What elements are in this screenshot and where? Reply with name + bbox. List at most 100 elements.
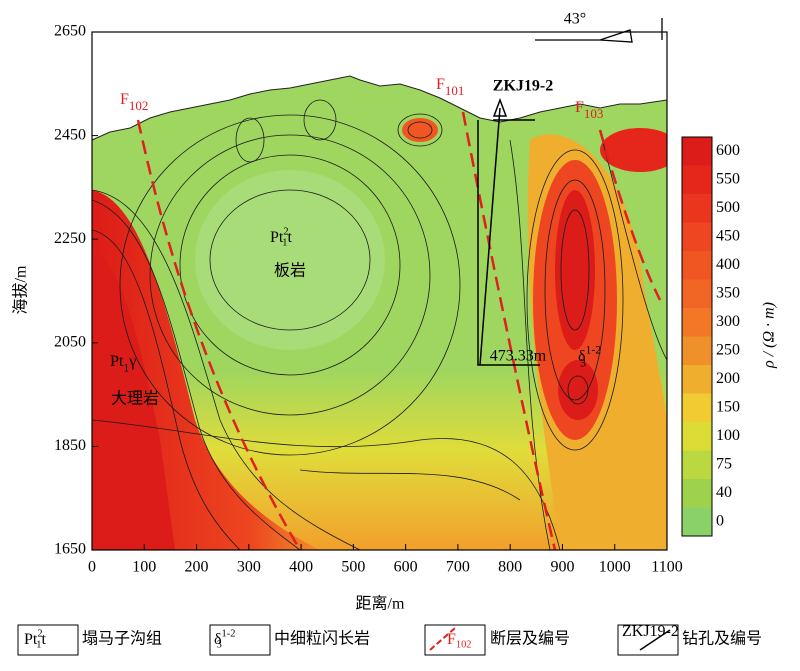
fault-label-main: F (575, 99, 584, 116)
legend-symbol-sup: 1-2 (222, 629, 236, 640)
colorbar-swatch (682, 222, 712, 251)
x-tick-label: 400 (289, 559, 313, 576)
legend-symbol-main: Pt (24, 631, 38, 648)
unit-label-main: Pt (270, 229, 284, 246)
unit-label-sup: 1-2 (586, 343, 602, 356)
colorbar-swatch (682, 137, 712, 166)
colorbar-tick-label: 200 (716, 370, 740, 387)
fault-label-sub: 103 (584, 106, 604, 121)
x-tick-label: 1000 (599, 559, 631, 576)
unit-label-tail: t (288, 229, 293, 246)
y-tick-label: 2050 (54, 333, 86, 350)
legend-symbol-sub: 1 (36, 640, 41, 651)
fault-label-main: F (120, 91, 129, 108)
fault-label-main: F (436, 76, 445, 93)
x-tick-label: 200 (185, 559, 209, 576)
legend-symbol-main: δ (214, 631, 222, 648)
unit-label-sub: 1 (282, 238, 287, 249)
legend-symbol: δ1-2 3 (214, 629, 235, 651)
legend-symbol-sub: 3 (217, 640, 222, 651)
unit-label-main: Pt (110, 353, 124, 370)
colorbar-tick-label: 400 (716, 256, 740, 273)
colorbar-swatch (682, 308, 712, 337)
colorbar-label: ρ / (Ω · m) (761, 302, 778, 369)
colorbar-frame (681, 136, 713, 537)
colorbar-swatch (682, 479, 712, 508)
borehole (477, 97, 540, 366)
x-tick-label: 100 (132, 559, 156, 576)
legend-symbol-main: ZKJ19-2 (622, 623, 679, 640)
legend-symbol-sub: 102 (456, 640, 472, 651)
legend-symbol: F102 (447, 631, 472, 651)
colorbar-tick-label: 550 (716, 170, 740, 187)
colorbar-tick-label: 500 (716, 199, 740, 216)
unit-label: Pt2 1t (270, 227, 293, 249)
terrain (91, 75, 668, 141)
colorbar-tick-label: 250 (716, 341, 740, 358)
y-axis-label: 海拔/m (12, 265, 30, 314)
rock-label: 板岩 (274, 262, 306, 280)
borehole-label: ZKJ19-2 (493, 78, 553, 95)
strike-symbol (535, 18, 663, 43)
legend-text: 钻孔及编号 (682, 630, 762, 648)
colorbar-swatch (682, 279, 712, 308)
faults (136, 111, 662, 551)
fault-label: F102 (120, 91, 148, 113)
legend-symbol-tail: t (42, 631, 47, 648)
unit-label: Pt1γ (110, 353, 136, 374)
resistivity-field (92, 76, 667, 550)
unit-label-main: δ (578, 348, 586, 365)
legend (17, 624, 679, 656)
unit-label-sub: 1 (123, 361, 129, 374)
colorbar-swatch (682, 251, 712, 280)
colorbar-swatch (682, 393, 712, 422)
rock-label: 大理岩 (111, 390, 159, 408)
unit-label-sup: 2 (283, 227, 288, 238)
y-tick-label: 2650 (54, 23, 86, 40)
colorbar-swatch (682, 507, 712, 536)
colorbar-swatch (682, 336, 712, 365)
y-tick-label: 2250 (54, 230, 86, 247)
legend-text: 断层及编号 (490, 630, 570, 648)
y-tick-label: 2450 (54, 126, 86, 143)
legend-symbol: Pt2 1t (24, 629, 47, 651)
x-axis-label: 距离/m (356, 595, 405, 613)
colorbar-tick-label: 300 (716, 313, 740, 330)
colorbar-tick-label: 350 (716, 284, 740, 301)
fault-label: F101 (436, 76, 464, 98)
x-tick-label: 1100 (651, 559, 682, 576)
fault-label-sub: 102 (129, 98, 149, 113)
strike-label: 43° (564, 11, 586, 28)
unit-label: δ1-2 3 (578, 343, 601, 369)
legend-symbol-sup: 2 (37, 629, 42, 640)
colorbar-tick-label: 0 (716, 512, 724, 529)
colorbar-swatch (682, 165, 712, 194)
legend-symbol-main: F (447, 631, 456, 648)
unit-label-sub: 3 (580, 356, 586, 369)
fault-label: F103 (575, 99, 603, 121)
x-tick-label: 0 (88, 559, 96, 576)
legend-text: 塌马子沟组 (82, 630, 162, 648)
depth-label: 473.33m (490, 348, 547, 365)
x-tick-label: 500 (341, 559, 365, 576)
colorbar-swatch (682, 365, 712, 394)
colorbar-tick-label: 100 (716, 427, 740, 444)
x-tick-label: 900 (550, 559, 574, 576)
legend-text: 中细粒闪长岩 (274, 630, 370, 648)
plot-frame (91, 31, 668, 551)
colorbar-tick-label: 600 (716, 142, 740, 159)
fault-label-sub: 101 (445, 83, 465, 98)
x-tick-label: 600 (394, 559, 418, 576)
x-tick-label: 300 (237, 559, 261, 576)
colorbar-tick-label: 150 (716, 398, 740, 415)
colorbar-tick-label: 40 (716, 484, 732, 501)
colorbar-swatch (682, 450, 712, 479)
colorbar-swatch (682, 422, 712, 451)
colorbar-tick-label: 450 (716, 227, 740, 244)
colorbar-swatch (682, 194, 712, 223)
colorbar-tick-label: 75 (716, 455, 732, 472)
y-tick-label: 1850 (54, 437, 86, 454)
x-tick-label: 800 (498, 559, 522, 576)
legend-symbol: ZKJ19-2 (622, 623, 679, 640)
